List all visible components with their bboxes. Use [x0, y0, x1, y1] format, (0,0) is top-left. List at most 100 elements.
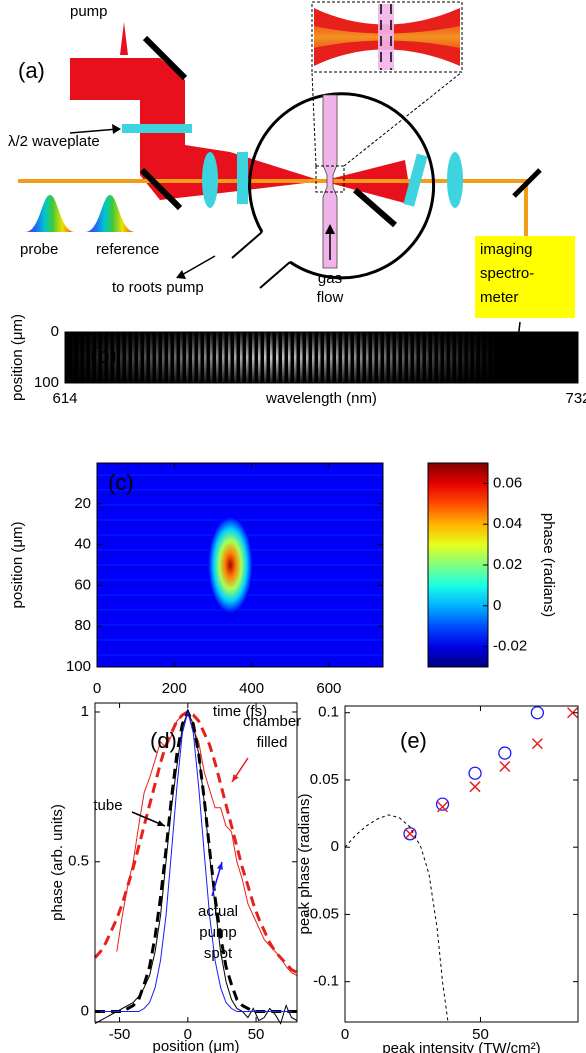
annotation-arrowhead	[232, 774, 239, 782]
roots-pump-label: to roots pump	[112, 279, 204, 296]
gas-flow-label: flow	[317, 289, 344, 306]
zoom-box	[315, 165, 345, 193]
annotation-arrowhead	[157, 820, 165, 826]
x-tick-label: -50	[109, 1026, 131, 1043]
panel-label: (d)	[150, 728, 177, 753]
profile-line	[93, 710, 298, 974]
colorbar-tick-label: 0	[493, 597, 501, 614]
colorbar	[427, 462, 489, 668]
model-curve	[344, 814, 449, 1023]
zoom-line	[311, 71, 317, 167]
series-annotation: tube	[93, 797, 122, 814]
colorbar-tick-label: 0.04	[493, 515, 522, 532]
annotation-arrowhead	[216, 862, 223, 870]
y-axis-label: position (μm)	[9, 314, 26, 401]
lens	[202, 152, 218, 208]
plot-frame	[96, 462, 384, 668]
y-tick-label: 0	[331, 838, 339, 855]
colorbar-label: phase (radians)	[540, 513, 557, 617]
mirror	[353, 187, 397, 228]
y-tick-label: -0.1	[313, 973, 339, 990]
profile-line	[94, 710, 298, 1025]
data-point	[469, 781, 481, 793]
pump-port	[259, 261, 291, 289]
setup-diagram: pump (a) λ/2 waveplate probe reference t…	[8, 1, 575, 347]
waveplate	[122, 124, 192, 133]
arrow	[69, 128, 119, 134]
data-point	[531, 738, 543, 750]
series-annotation: chamber filled	[243, 713, 301, 751]
y-tick-label: 100	[66, 658, 91, 675]
x-axis-label: position (μm)	[153, 1038, 240, 1053]
x-tick-label: 400	[239, 680, 264, 697]
pump-beam	[70, 58, 322, 200]
x-tick-label: 600	[316, 680, 341, 697]
spectrometer-box	[475, 236, 575, 318]
y-axis-label: position (μm)	[9, 521, 26, 608]
y-tick-label: 60	[74, 576, 91, 593]
colorbar-tick-label: -0.02	[493, 638, 527, 655]
y-axis-label: peak phase (radians)	[296, 794, 313, 935]
x-tick-label: 0	[341, 1026, 349, 1043]
data-point	[403, 827, 417, 841]
y-tick-label: 40	[74, 536, 91, 553]
pump-port	[231, 231, 263, 259]
waveplate-label: λ/2 waveplate	[8, 133, 100, 150]
data-point	[468, 766, 482, 780]
data-point	[567, 707, 579, 719]
plot-frame	[64, 331, 579, 384]
y-tick-label: 20	[74, 495, 91, 512]
profile-line	[116, 711, 298, 977]
data-point	[530, 706, 545, 720]
x-tick-label: 50	[248, 1026, 265, 1043]
spectrometer-label: meter	[480, 289, 518, 306]
data-point	[499, 760, 511, 773]
y-tick-label: 0.05	[310, 771, 339, 788]
y-tick-label: 0.1	[318, 704, 339, 721]
panel-label: (a)	[18, 58, 45, 83]
x-axis-label: time (fs)	[213, 703, 267, 720]
lens	[447, 152, 463, 208]
x-tick-label: 732	[565, 390, 586, 407]
y-tick-label: 0.5	[68, 853, 89, 870]
arrowhead	[112, 124, 121, 134]
y-tick-label: 1	[81, 703, 89, 720]
data-point	[404, 828, 416, 840]
x-axis-label: wavelength (nm)	[265, 390, 377, 407]
y-axis-label: phase (arb. units)	[49, 804, 66, 921]
panel-label: (e)	[400, 728, 427, 753]
data-point	[435, 797, 450, 811]
series-annotation: actual pump spot	[198, 903, 238, 962]
probe-pulse	[25, 195, 75, 232]
model-curve	[344, 814, 449, 1023]
gas-tube	[322, 94, 338, 269]
mirror	[139, 167, 183, 211]
panel-label: (b)	[90, 343, 117, 368]
phase-peak	[208, 517, 253, 613]
x-tick-label: 200	[162, 680, 187, 697]
spectrogram-shade	[65, 332, 578, 383]
x-tick-label: 0	[93, 680, 101, 697]
reference-pulse	[85, 195, 135, 232]
plot-frame	[94, 702, 298, 1023]
x-tick-label: 0	[184, 1026, 192, 1043]
y-tick-label: 100	[34, 374, 59, 391]
x-tick-label: 50	[472, 1026, 489, 1043]
gas-flow-label: gas	[318, 270, 342, 287]
panel-label: (c)	[108, 470, 134, 495]
mirror	[142, 35, 188, 81]
y-tick-label: 0	[51, 323, 59, 340]
arrowhead	[325, 224, 335, 234]
colorbar-tick-label: 0.02	[493, 556, 522, 573]
probe-label: probe	[20, 241, 58, 258]
arrowhead	[176, 270, 186, 279]
plot-frame	[344, 705, 579, 1023]
data-point	[498, 746, 512, 760]
data-point	[437, 801, 449, 813]
inset-tube	[378, 4, 394, 70]
mirror	[512, 168, 542, 198]
y-tick-label: 80	[74, 617, 91, 634]
profile-line	[95, 710, 297, 1012]
window	[403, 153, 428, 207]
